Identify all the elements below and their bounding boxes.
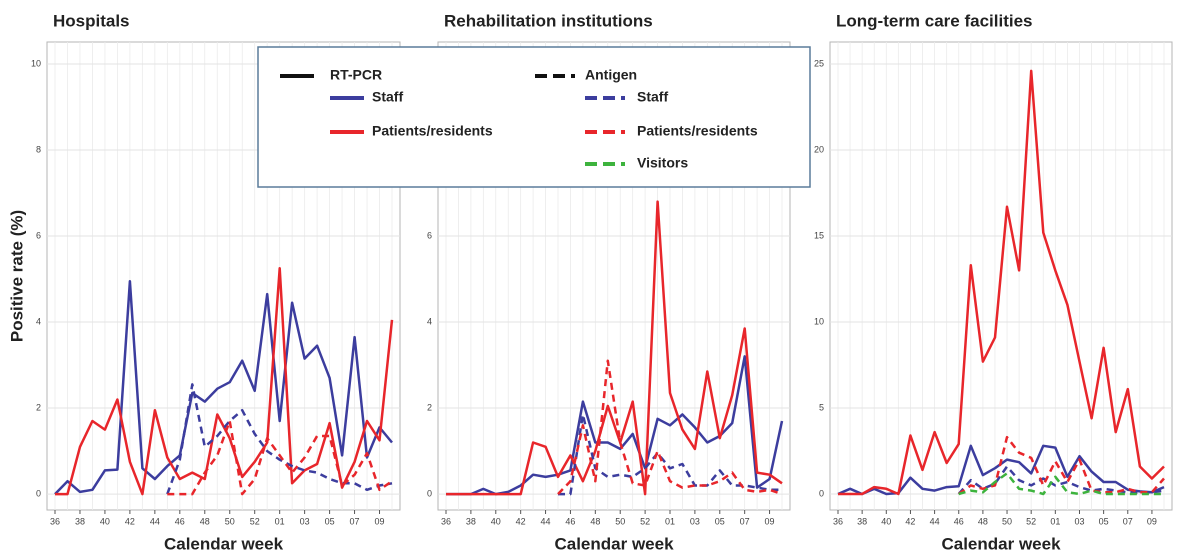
y-tick-label: 10 [814, 316, 824, 326]
x-tick-label: 44 [150, 516, 160, 526]
y-tick-label: 0 [427, 488, 432, 498]
chart-title: Long-term care facilities [836, 11, 1033, 30]
y-tick-label: 4 [427, 316, 432, 326]
x-tick-label: 40 [881, 516, 891, 526]
x-tick-label: 01 [1050, 516, 1060, 526]
x-tick-label: 03 [690, 516, 700, 526]
x-tick-label: 48 [978, 516, 988, 526]
series-line [957, 465, 1165, 495]
x-tick-label: 38 [75, 516, 85, 526]
x-tick-label: 05 [715, 516, 725, 526]
series-line [838, 69, 1165, 496]
series-line [54, 279, 393, 495]
x-tick-label: 07 [350, 516, 360, 526]
y-tick-label: 6 [36, 230, 41, 240]
x-tick-label: 50 [1002, 516, 1012, 526]
x-tick-label: 09 [1147, 516, 1157, 526]
x-tick-label: 42 [125, 516, 135, 526]
x-tick-label: 52 [250, 516, 260, 526]
x-axis-title: Calendar week [941, 534, 1061, 553]
x-tick-label: 52 [640, 516, 650, 526]
x-tick-label: 46 [175, 516, 185, 526]
x-axis-title: Calendar week [554, 534, 674, 553]
series-line [558, 413, 782, 496]
legend-entry: Staff [372, 89, 403, 105]
y-tick-label: 10 [31, 58, 41, 68]
x-tick-label: 40 [100, 516, 110, 526]
series-line [557, 359, 783, 496]
y-tick-label: 4 [36, 316, 41, 326]
x-tick-label: 01 [665, 516, 675, 526]
x-tick-label: 50 [225, 516, 235, 526]
chart-title: Rehabilitation institutions [444, 11, 653, 30]
x-tick-label: 03 [1074, 516, 1084, 526]
legend-group: Antigen [585, 67, 637, 83]
y-tick-label: 5 [819, 402, 824, 412]
y-tick-label: 15 [814, 230, 824, 240]
legend: RT-PCR Staff Patients/residents Antigen … [257, 46, 811, 188]
legend-entry: Visitors [637, 155, 688, 171]
x-tick-label: 46 [565, 516, 575, 526]
x-tick-label: 46 [954, 516, 964, 526]
x-tick-label: 38 [857, 516, 867, 526]
y-axis-title: Positive rate (%) [7, 210, 26, 342]
y-tick-label: 6 [427, 230, 432, 240]
legend-box [257, 46, 811, 188]
x-tick-label: 38 [466, 516, 476, 526]
y-tick-label: 0 [36, 488, 41, 498]
legend-group: RT-PCR [330, 67, 382, 83]
x-tick-label: 48 [590, 516, 600, 526]
x-tick-label: 07 [740, 516, 750, 526]
y-tick-label: 0 [819, 488, 824, 498]
x-tick-label: 09 [375, 516, 385, 526]
x-tick-label: 01 [275, 516, 285, 526]
series-line [958, 472, 1164, 496]
x-tick-label: 40 [491, 516, 501, 526]
x-tick-label: 42 [516, 516, 526, 526]
y-tick-label: 20 [814, 144, 824, 154]
x-tick-label: 05 [1099, 516, 1109, 526]
y-tick-label: 2 [36, 402, 41, 412]
series-line [167, 419, 393, 496]
legend-entry: Patients/residents [372, 123, 493, 139]
x-tick-label: 03 [300, 516, 310, 526]
legend-entry: Staff [637, 89, 668, 105]
chart-title: Hospitals [53, 11, 130, 30]
y-tick-label: 8 [36, 144, 41, 154]
legend-entry: Patients/residents [637, 123, 758, 139]
series-line [166, 383, 393, 495]
x-tick-label: 36 [441, 516, 451, 526]
series-line [55, 267, 394, 496]
x-axis-title: Calendar week [164, 534, 284, 553]
x-tick-label: 52 [1026, 516, 1036, 526]
series-line [446, 200, 783, 496]
y-tick-label: 2 [427, 402, 432, 412]
x-tick-label: 09 [765, 516, 775, 526]
x-tick-label: 48 [200, 516, 210, 526]
y-tick-label: 25 [814, 58, 824, 68]
x-tick-label: 36 [833, 516, 843, 526]
x-tick-label: 05 [325, 516, 335, 526]
series-line [957, 435, 1165, 496]
x-tick-label: 44 [930, 516, 940, 526]
x-tick-label: 42 [905, 516, 915, 526]
x-tick-label: 07 [1123, 516, 1133, 526]
x-tick-label: 36 [50, 516, 60, 526]
x-tick-label: 44 [541, 516, 551, 526]
x-tick-label: 50 [615, 516, 625, 526]
